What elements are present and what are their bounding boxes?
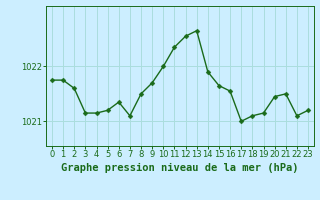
X-axis label: Graphe pression niveau de la mer (hPa): Graphe pression niveau de la mer (hPa): [61, 163, 299, 173]
